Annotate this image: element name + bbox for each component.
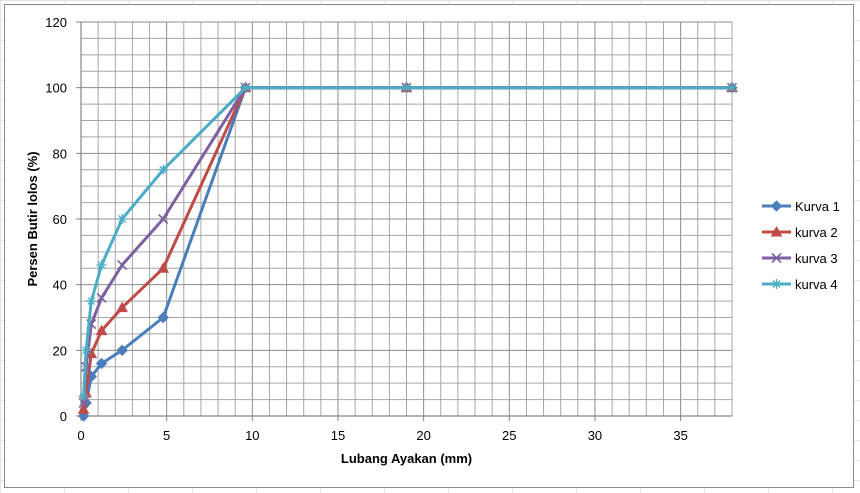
series-3 xyxy=(78,82,738,408)
y-axis-title: Persen Butir lolos (%) xyxy=(25,151,40,286)
series-line xyxy=(82,86,732,410)
legend-item-3: kurva 3 xyxy=(762,251,838,266)
x-tick-label: 30 xyxy=(588,428,602,443)
data-point xyxy=(78,391,89,402)
x-tick-label: 35 xyxy=(673,428,687,443)
y-tick-label: 20 xyxy=(53,343,67,358)
data-point xyxy=(116,344,128,357)
data-point xyxy=(96,292,107,303)
legend-marker xyxy=(770,200,783,212)
data-point xyxy=(77,403,90,414)
legend-label: kurva 3 xyxy=(795,251,838,266)
legend-label: Kurva 1 xyxy=(795,199,840,214)
data-point xyxy=(401,82,412,93)
x-tick-labels: 0 5 10 15 20 25 30 35 xyxy=(77,428,687,443)
x-axis-title: Lubang Ayakan (mm) xyxy=(341,451,472,466)
data-point xyxy=(158,164,169,175)
legend: Kurva 1 kurva 2 kurva 3 kurva 4 xyxy=(762,199,840,292)
legend-marker xyxy=(770,225,783,237)
legend-item-4: kurva 4 xyxy=(762,277,838,292)
x-tick-label: 5 xyxy=(163,428,170,443)
x-tick-label: 0 xyxy=(77,428,84,443)
plot-axes xyxy=(76,21,732,421)
x-tick-label: 10 xyxy=(245,428,259,443)
y-tick-label: 60 xyxy=(53,212,67,227)
data-point xyxy=(96,259,107,270)
data-point xyxy=(727,82,737,93)
legend-label: kurva 2 xyxy=(795,225,838,240)
series-line xyxy=(82,86,732,404)
plot-grid xyxy=(80,21,733,417)
x-tick-label: 25 xyxy=(502,428,516,443)
legend-marker xyxy=(771,252,782,264)
data-point xyxy=(86,296,97,307)
data-point xyxy=(240,82,251,93)
data-point xyxy=(95,324,108,336)
data-point xyxy=(158,213,169,225)
legend-marker xyxy=(771,279,782,289)
y-tick-labels: 0 20 40 60 80 100 120 xyxy=(45,15,67,424)
data-point xyxy=(95,357,108,370)
series-2 xyxy=(77,81,738,414)
data-point xyxy=(157,311,169,324)
y-tick-label: 80 xyxy=(53,146,67,161)
data-point xyxy=(117,259,128,271)
data-point xyxy=(117,214,128,224)
legend-item-1: Kurva 1 xyxy=(762,199,840,214)
y-tick-label: 120 xyxy=(45,15,67,30)
y-tick-label: 0 xyxy=(60,409,67,424)
chart-area[interactable] xyxy=(4,4,854,488)
x-tick-label: 15 xyxy=(331,428,345,443)
data-point xyxy=(81,345,92,356)
data-point xyxy=(157,262,170,273)
legend-label: kurva 4 xyxy=(795,277,838,292)
x-tick-label: 20 xyxy=(416,428,430,443)
data-point xyxy=(116,301,128,313)
y-tick-label: 100 xyxy=(45,81,67,96)
y-tick-label: 40 xyxy=(53,278,67,293)
series-group xyxy=(77,81,738,422)
legend-item-2: kurva 2 xyxy=(762,225,838,240)
series-4 xyxy=(78,82,737,402)
